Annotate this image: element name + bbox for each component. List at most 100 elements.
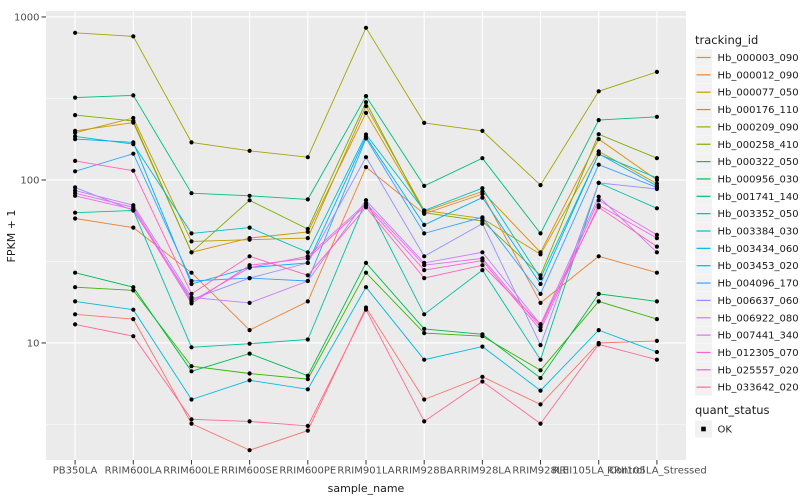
- y-axis-title: FPKM + 1: [5, 210, 18, 263]
- data-point: [189, 281, 194, 287]
- data-point: [189, 239, 194, 244]
- data-point: [363, 25, 369, 30]
- data-point: [247, 351, 252, 356]
- data-point: [538, 421, 543, 426]
- data-point: [247, 378, 252, 383]
- legend-item-Hb_000209_090: Hb_000209_090: [695, 118, 799, 136]
- legend-item-label: Hb_000003_090: [718, 53, 799, 64]
- data-point: [189, 291, 194, 296]
- data-point: [654, 317, 660, 322]
- data-point: [538, 291, 543, 296]
- data-point: [596, 205, 601, 210]
- x-tick-label: RRIM928BA: [395, 466, 453, 477]
- legend-label-ok: OK: [718, 425, 733, 436]
- data-point: [247, 276, 252, 281]
- data-point: [596, 299, 601, 304]
- data-point: [422, 397, 427, 402]
- data-point: [305, 278, 310, 284]
- legend-item-Hb_000077_050: Hb_000077_050: [695, 83, 799, 101]
- data-point: [131, 115, 136, 121]
- legend-title-quant-status: quant_status: [695, 403, 770, 417]
- data-point: [247, 419, 252, 424]
- legend-item-Hb_000012_090: Hb_000012_090: [695, 66, 799, 84]
- data-point: [654, 349, 660, 355]
- x-tick-label: RRIM600LA: [105, 466, 162, 477]
- data-point: [73, 95, 78, 100]
- data-point: [305, 250, 310, 255]
- data-point: [73, 113, 78, 118]
- legend-item-label: Hb_001741_140: [718, 192, 799, 203]
- data-point: [189, 301, 194, 306]
- data-point: [538, 388, 543, 393]
- data-point: [596, 328, 601, 333]
- data-point: [305, 273, 310, 278]
- data-point: [189, 191, 194, 196]
- data-point: [422, 254, 427, 259]
- data-point: [480, 156, 485, 161]
- data-point: [363, 260, 369, 265]
- data-point: [305, 226, 310, 232]
- data-point: [596, 151, 601, 156]
- legend-item-Hb_003434_060: Hb_003434_060: [695, 239, 799, 257]
- legend-item-Hb_003384_030: Hb_003384_030: [695, 222, 799, 240]
- data-point: [480, 128, 485, 133]
- data-point: [538, 375, 543, 381]
- data-point: [305, 299, 310, 304]
- data-point: [480, 186, 485, 191]
- data-point: [654, 270, 660, 275]
- legend-item-label: Hb_003453_020: [718, 261, 799, 272]
- legend-item-Hb_006922_080: Hb_006922_080: [695, 309, 799, 327]
- data-point: [305, 423, 310, 428]
- legend: tracking_id Hb_000003_090Hb_000012_090Hb…: [695, 33, 799, 438]
- data-point: [654, 206, 660, 211]
- legend-items: Hb_000003_090 Hb_000012_090 Hb_000077_050 H…: [695, 49, 799, 396]
- data-point: [305, 428, 310, 433]
- data-point: [73, 270, 78, 275]
- data-point: [189, 231, 194, 236]
- y-tick-label: 1000: [14, 12, 39, 23]
- major-gridlines: [46, 11, 686, 460]
- data-point: [596, 198, 601, 203]
- data-point: [305, 256, 310, 261]
- data-point: [480, 189, 485, 194]
- data-point: [596, 254, 601, 259]
- data-point: [538, 276, 543, 281]
- data-point: [363, 165, 369, 170]
- data-point: [422, 120, 427, 125]
- data-point: [654, 232, 660, 237]
- legend-item-Hb_000956_030: Hb_000956_030: [695, 170, 799, 188]
- axis-tick-marks: [41, 16, 658, 465]
- legend-item-label: Hb_025557_020: [718, 365, 799, 376]
- legend-item-label: Hb_000077_050: [718, 88, 799, 99]
- legend-item-Hb_007441_340: Hb_007441_340: [695, 326, 799, 344]
- data-point: [363, 198, 369, 203]
- data-point: [131, 207, 136, 212]
- data-point: [131, 93, 136, 98]
- legend-item-Hb_025557_020: Hb_025557_020: [695, 361, 799, 379]
- data-point: [422, 183, 427, 188]
- data-point: [480, 215, 485, 220]
- x-tick-label: RRIM600SE: [221, 466, 278, 477]
- data-point: [73, 216, 78, 221]
- legend-item-label: Hb_003434_060: [718, 244, 799, 255]
- data-point: [654, 299, 660, 304]
- data-point: [247, 371, 252, 376]
- data-point: [189, 250, 194, 255]
- data-point: [654, 186, 660, 192]
- data-point: [131, 151, 136, 156]
- data-point: [480, 195, 485, 200]
- data-point: [189, 364, 194, 369]
- data-point: [363, 270, 369, 275]
- data-point: [189, 417, 194, 422]
- legend-item-label: Hb_000258_410: [718, 140, 799, 151]
- legend-item-Hb_000176_110: Hb_000176_110: [695, 101, 799, 119]
- legend-item-label: Hb_007441_340: [718, 331, 799, 342]
- data-point: [131, 225, 136, 230]
- data-point: [247, 263, 252, 268]
- data-point: [189, 397, 194, 402]
- data-point: [422, 263, 427, 268]
- data-point: [363, 307, 369, 312]
- data-point: [131, 140, 136, 145]
